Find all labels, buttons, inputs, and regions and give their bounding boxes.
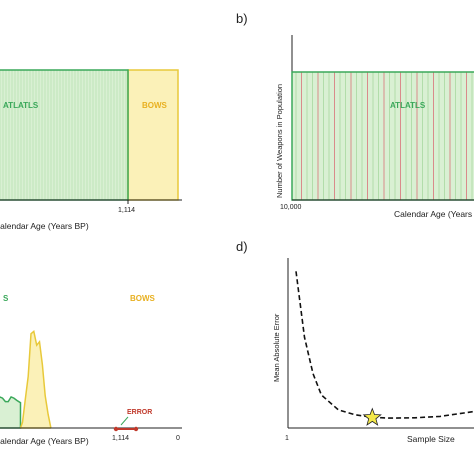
- panel-c-error-label: ERROR: [127, 409, 152, 416]
- panel-a-atlatl-fill: [0, 70, 128, 200]
- panel-b-xlabel: Calendar Age (Years: [394, 209, 472, 219]
- panel-a-atlatl-region: [0, 70, 128, 200]
- panel-b-atlatl-region: [292, 72, 474, 200]
- panel-c-xlabel: Calendar Age (Years BP): [0, 436, 89, 446]
- panel-b-atlatls-label: ATLATLS: [390, 101, 426, 110]
- panel-c-error-end: [133, 426, 139, 432]
- panel-c-atlatls-label: S: [3, 294, 9, 303]
- panel-a-bows-label: BOWS: [142, 101, 168, 110]
- panel-b-tick-label: 10,000: [280, 204, 302, 211]
- panel-a-tick-label: 1,114: [118, 207, 135, 214]
- panel-a: ATLATLS BOWS 1,114 Calendar Age (Years B…: [0, 69, 182, 231]
- panel-c-tick-label-0: 0: [176, 435, 180, 442]
- panel-b: b) Number of Weapons in Population ATLAT…: [236, 11, 474, 219]
- panel-b-atlatl-fill: [292, 72, 474, 200]
- panel-c: S BOWS ERROR 1,114 0 Calendar Age (Years…: [0, 294, 182, 446]
- panel-c-bows-area: [19, 330, 52, 429]
- panel-c-error-pointer: [120, 416, 129, 426]
- panel-c-error-start: [113, 426, 119, 432]
- panel-d-error-curve: [295, 271, 474, 419]
- panel-a-xlabel: Calendar Age (Years BP): [0, 221, 89, 231]
- panel-d: d) Mean Absolute Error 1 Sample Size: [236, 239, 474, 444]
- panel-d-tick-label: 1: [285, 435, 289, 442]
- panel-b-ylabel: Number of Weapons in Population: [275, 84, 284, 198]
- panel-c-bows-label: BOWS: [130, 294, 156, 303]
- panel-d-xlabel: Sample Size: [407, 434, 455, 444]
- panel-b-letter: b): [236, 11, 248, 26]
- panel-c-tick-label-1114: 1,114: [112, 435, 129, 442]
- panel-a-atlatls-label: ATLATLS: [3, 101, 39, 110]
- panel-c-atlatl-area: [0, 395, 22, 429]
- panel-d-letter: d): [236, 239, 248, 254]
- panel-d-optimum-star: [362, 407, 382, 426]
- panel-d-ylabel: Mean Absolute Error: [272, 313, 281, 382]
- panel-a-bows-region: [127, 69, 179, 201]
